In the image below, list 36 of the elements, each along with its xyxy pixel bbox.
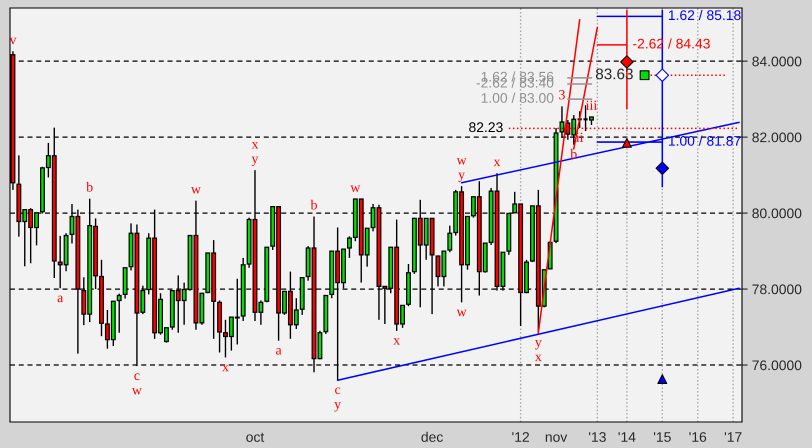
text: w [456, 310, 467, 316]
text: a [276, 348, 282, 355]
y-tick-label: 80.0000 [752, 208, 802, 218]
text: x [222, 364, 229, 372]
x-tick-label: '13 [589, 432, 606, 442]
series-label: 1.00 / 81.87 [668, 136, 741, 146]
text: w [350, 186, 360, 192]
series-label: 1.62 / 85.18 [668, 10, 741, 20]
series-label: 82.23 [469, 122, 503, 132]
x-tick-label: '14 [618, 432, 636, 442]
text: a [58, 296, 64, 302]
y-tick-label: 82.0000 [752, 132, 802, 142]
text: b [310, 200, 317, 210]
y-tick-label: 84.0000 [752, 56, 802, 66]
text: iii [586, 100, 597, 110]
text: x [393, 338, 400, 345]
x-tick-label: nov [546, 434, 568, 442]
x-tick-label: '17 [724, 432, 742, 442]
text: x [494, 160, 500, 166]
text: w y [456, 158, 467, 182]
x-tick-label: oct [246, 432, 264, 442]
x-tick-label: '12 [512, 432, 529, 442]
text: b [570, 148, 577, 159]
text: x y [252, 142, 258, 166]
x-tick-label: dec [421, 432, 443, 442]
text: y x [534, 340, 542, 362]
text: b [86, 182, 93, 192]
text: c w [132, 373, 142, 395]
series-label: 1.00 / 83.00 [482, 92, 554, 103]
text: 3 [559, 90, 565, 100]
x-tick-label: '15 [654, 432, 671, 442]
y-tick-label: 76.0000 [752, 360, 802, 370]
text: w [190, 187, 201, 194]
text: c y [334, 387, 342, 412]
x-tick-label: '16 [689, 432, 706, 442]
y-tick-label: 78.0000 [752, 284, 802, 294]
